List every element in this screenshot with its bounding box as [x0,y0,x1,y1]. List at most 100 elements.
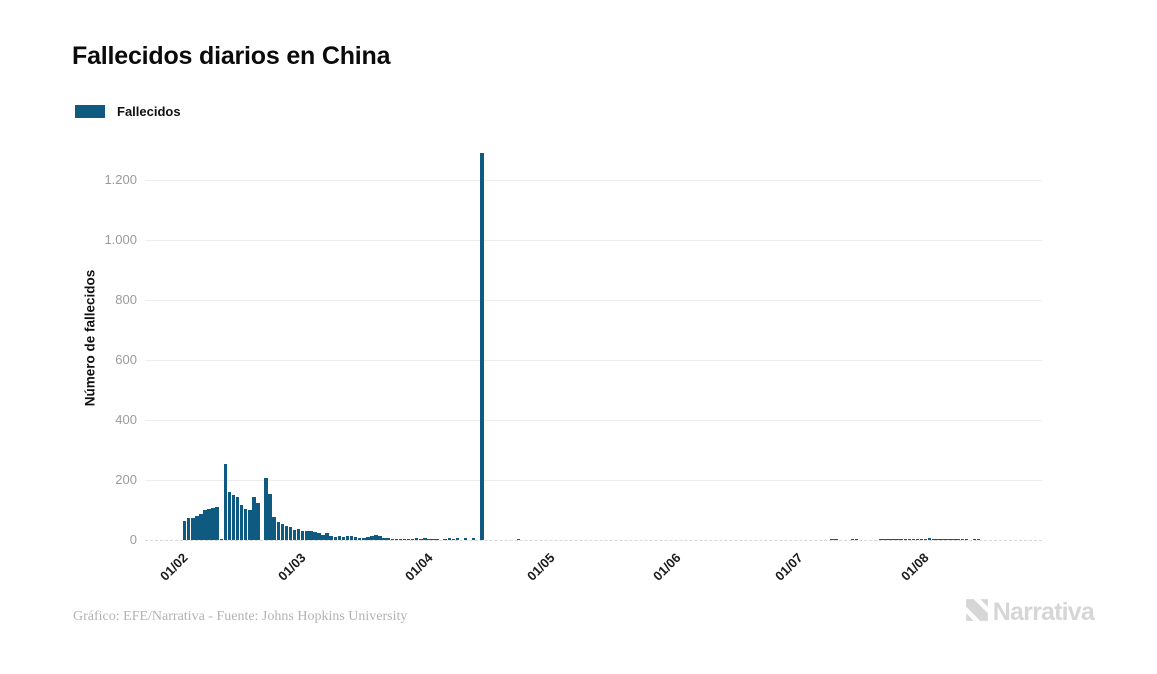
bar[interactable] [834,539,838,540]
bar[interactable] [386,538,390,540]
gridline [145,300,1042,301]
bar[interactable] [231,495,236,540]
bar[interactable] [451,539,456,540]
bar[interactable] [211,507,215,540]
bar[interactable] [915,538,920,540]
bar[interactable] [345,535,350,540]
bar[interactable] [936,538,940,540]
bar[interactable] [887,539,891,540]
bar[interactable] [292,529,297,540]
bar[interactable] [919,538,924,540]
bar[interactable] [248,510,252,540]
bar[interactable] [329,536,333,540]
bar[interactable] [398,538,403,540]
bar[interactable] [321,534,325,540]
bar[interactable] [911,538,916,540]
bar[interactable] [850,539,855,540]
bar[interactable] [272,516,276,540]
bar[interactable] [382,537,386,540]
bar[interactable] [932,538,936,540]
bar[interactable] [313,531,317,540]
bar[interactable] [414,537,419,540]
bar[interactable] [410,539,415,540]
bar[interactable] [455,537,460,540]
bar[interactable] [186,518,191,540]
bar[interactable] [480,153,484,540]
bar[interactable] [895,538,899,540]
bar[interactable] [357,537,362,540]
bar[interactable] [463,537,468,540]
bar[interactable] [952,539,956,540]
bar[interactable] [972,539,977,540]
bar[interactable] [394,538,399,540]
bar[interactable] [948,538,952,540]
bar[interactable] [830,539,834,540]
bar[interactable] [227,492,232,540]
bar[interactable] [305,531,309,540]
bar[interactable] [191,517,195,540]
bar[interactable] [923,538,928,540]
bar[interactable] [268,494,272,540]
bar[interactable] [854,539,859,540]
bar[interactable] [956,539,960,540]
bar[interactable] [378,536,382,540]
bar[interactable] [284,525,289,540]
bar[interactable] [883,539,887,540]
bar[interactable] [349,536,354,540]
bar[interactable] [280,524,285,540]
bar[interactable] [879,539,883,540]
bar[interactable] [390,538,395,540]
bar[interactable] [207,508,211,540]
bar[interactable] [374,534,378,540]
bar[interactable] [516,539,521,540]
bar[interactable] [471,537,476,540]
bar[interactable] [288,527,293,540]
bar[interactable] [960,539,965,540]
bar[interactable] [252,497,256,540]
bar[interactable] [317,533,321,540]
bar[interactable] [341,537,346,540]
bar[interactable] [366,537,370,540]
bar[interactable] [276,521,281,540]
bar[interactable] [199,513,203,540]
bar[interactable] [419,538,423,540]
bar[interactable] [215,506,219,540]
bar[interactable] [443,539,447,540]
bar[interactable] [223,463,228,540]
bar[interactable] [402,538,407,540]
bar[interactable] [944,539,948,540]
bar[interactable] [337,536,342,540]
bar[interactable] [927,538,932,540]
bar[interactable] [406,539,411,540]
bar[interactable] [362,538,366,540]
bar[interactable] [296,528,301,540]
bar[interactable] [899,539,903,540]
bar[interactable] [891,539,895,540]
bar[interactable] [907,539,912,540]
bar[interactable] [903,538,908,540]
bar[interactable] [423,538,427,540]
bar[interactable] [235,497,240,540]
bar[interactable] [300,530,305,540]
bar[interactable] [435,539,439,540]
bar[interactable] [333,536,338,540]
bar[interactable] [370,536,374,540]
bar[interactable] [427,539,431,540]
bar[interactable] [195,516,199,540]
bar[interactable] [940,539,944,540]
x-tick-label: 01/07 [772,550,806,584]
bar[interactable] [219,538,224,540]
bar[interactable] [325,533,329,540]
bar[interactable] [976,539,981,540]
bar[interactable] [256,502,260,540]
bar[interactable] [243,509,248,540]
bar[interactable] [182,520,187,540]
bar[interactable] [431,539,435,540]
bar[interactable] [447,537,452,540]
bar[interactable] [239,504,244,540]
bar[interactable] [309,531,313,540]
bar[interactable] [203,510,207,540]
bar[interactable] [353,536,358,540]
bar[interactable] [264,477,268,540]
bar[interactable] [964,539,969,540]
